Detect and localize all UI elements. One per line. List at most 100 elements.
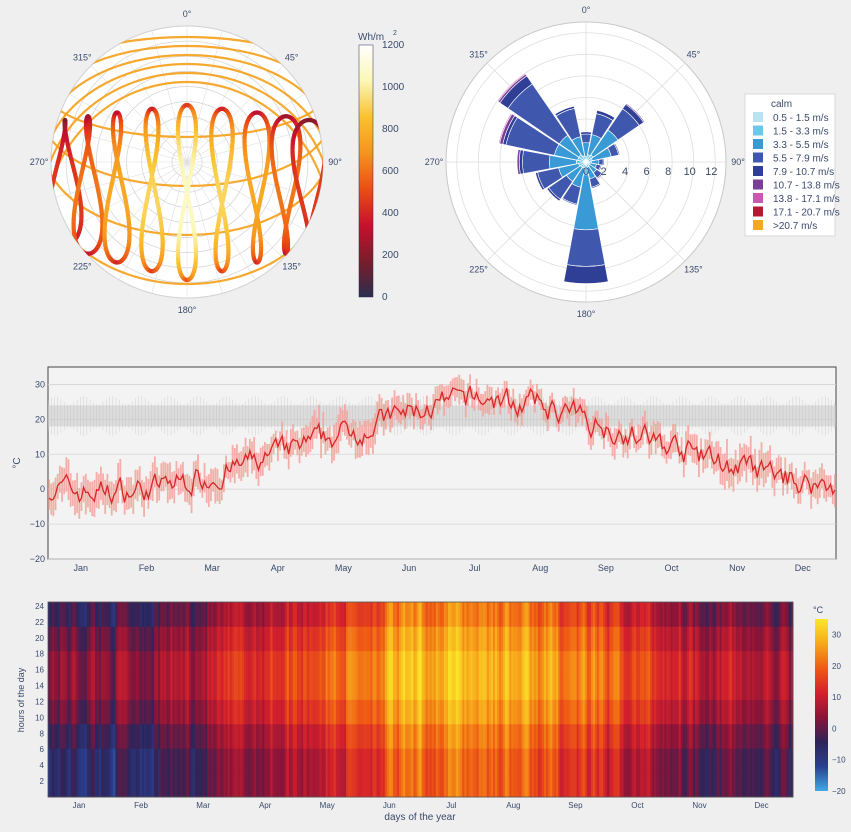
heatmap-cell: [213, 626, 216, 652]
heatmap-cell: [54, 675, 57, 700]
heatmap-cell: [648, 675, 651, 700]
heatmap-cell: [68, 650, 71, 676]
heatmap-cell: [176, 699, 180, 725]
heatmap-cell: [554, 626, 557, 652]
heatmap-cell: [386, 699, 390, 725]
heatmap-cell: [233, 675, 237, 700]
heatmap-cell: [633, 626, 637, 652]
heatmap-cell: [413, 675, 416, 700]
heatmap-cell: [407, 675, 410, 700]
heatmap-cell: [627, 675, 631, 700]
heatmap-cell: [170, 772, 173, 798]
heatmap-cell: [135, 723, 139, 749]
heatmap-cell: [501, 772, 504, 798]
heatmap-cell: [450, 602, 453, 627]
heatmap-cell: [339, 602, 343, 627]
heatmap-cell: [515, 723, 518, 749]
heatmap-cell: [378, 723, 382, 749]
heatmap-month-label: Sep: [568, 801, 583, 810]
heatmap-cell: [472, 699, 475, 725]
heatmap-cell: [368, 723, 371, 749]
heatmap-cell: [433, 748, 437, 774]
heatmap-cell: [96, 748, 100, 774]
heatmap-cell: [764, 675, 767, 700]
heatmap-cell: [762, 699, 765, 725]
heatmap-cell: [533, 699, 537, 725]
sunpath-analemma-point: [51, 195, 53, 204]
heatmap-cell: [135, 772, 139, 798]
heatmap-cell: [782, 602, 786, 627]
heatmap-cell: [682, 675, 686, 700]
heatmap-cell: [358, 675, 361, 700]
heatmap-cell: [372, 675, 375, 700]
heatmap-cell: [350, 699, 353, 725]
heatmap-cell: [635, 650, 639, 676]
heatmap-cell: [76, 723, 80, 749]
heatmap-cell: [725, 675, 729, 700]
heatmap-cell: [262, 772, 265, 798]
heatmap-cell: [58, 602, 61, 627]
heatmap-cell: [217, 748, 220, 774]
temperature-y-tick: 20: [35, 414, 45, 424]
heatmap-cell: [392, 699, 396, 725]
heatmap-cell: [772, 699, 776, 725]
heatmap-cell: [674, 650, 678, 676]
heatmap-cell: [94, 723, 98, 749]
heatmap-cell: [588, 602, 592, 627]
heatmap-cell: [607, 723, 610, 749]
heatmap-cell: [733, 699, 737, 725]
heatmap-cell: [741, 650, 745, 676]
heatmap-cell: [274, 699, 278, 725]
heatmap-cell: [578, 675, 582, 700]
heatmap-cell: [668, 602, 671, 627]
heatmap-cell: [329, 675, 333, 700]
heatmap-cell: [94, 675, 98, 700]
heatmap-cell: [397, 748, 400, 774]
heatmap-cell: [660, 772, 663, 798]
heatmap-cell: [119, 602, 122, 627]
heatmap-cell: [762, 748, 765, 774]
heatmap-cell: [378, 626, 382, 652]
heatmap-cell: [252, 650, 255, 676]
sunpath-analemma-point: [74, 241, 80, 248]
heatmap-cell: [466, 748, 469, 774]
heatmap-cell: [66, 699, 69, 725]
heatmap-cell: [639, 602, 643, 627]
heatmap-cell: [86, 626, 90, 652]
heatmap-cell: [370, 675, 373, 700]
heatmap-cell: [266, 723, 269, 749]
heatmap-cell: [613, 650, 616, 676]
heatmap-cell: [415, 675, 418, 700]
heatmap-cell: [564, 675, 567, 700]
heatmap-cell: [313, 772, 316, 798]
heatmap-cell: [733, 723, 737, 749]
heatmap-cell: [652, 626, 655, 652]
heatmap-cell: [468, 748, 471, 774]
heatmap-cell: [321, 699, 324, 725]
heatmap-cell: [768, 723, 771, 749]
heatmap-cell: [641, 650, 645, 676]
heatmap-cell: [668, 699, 671, 725]
heatmap-cell: [737, 650, 741, 676]
heatmap-cell: [394, 723, 398, 749]
heatmap-cell: [760, 748, 763, 774]
heatmap-cell: [278, 699, 282, 725]
heatmap-cell: [311, 650, 314, 676]
heatmap-cell: [350, 602, 353, 627]
heatmap-cell: [129, 723, 133, 749]
heatmap-cell: [186, 748, 190, 774]
heatmap-cell: [605, 748, 608, 774]
heatmap-cell: [690, 626, 694, 652]
heatmap-cell: [397, 675, 400, 700]
sunpath-colorbar-tick: 800: [382, 124, 399, 135]
heatmap-cell: [131, 602, 135, 627]
heatmap-cell: [548, 602, 551, 627]
heatmap-cell: [297, 626, 300, 652]
heatmap-cell: [401, 772, 404, 798]
heatmap-cell: [103, 748, 106, 774]
heatmap-cell: [203, 602, 206, 627]
heatmap-cell: [135, 699, 139, 725]
heatmap-cell: [205, 748, 208, 774]
heatmap-cell: [517, 723, 520, 749]
heatmap-cell: [303, 723, 306, 749]
